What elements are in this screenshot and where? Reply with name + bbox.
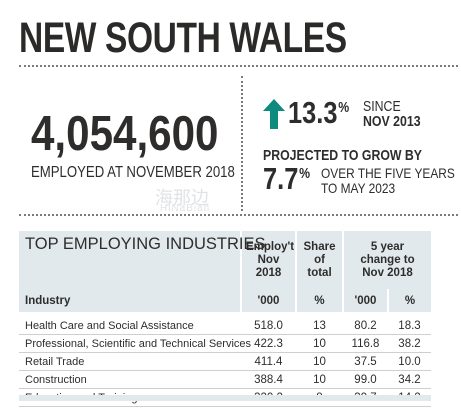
row-change-pct: 10.0	[388, 352, 431, 371]
col-employ-header: Employ't Nov 2018	[240, 231, 296, 289]
employed-caption: EMPLOYED AT NOVEMBER 2018	[31, 164, 235, 181]
row-industry: Health Care and Social Assistance	[19, 317, 241, 335]
growth-since-number: 13.3	[288, 95, 338, 130]
table-row: Retail Trade 411.4 10 37.5 10.0	[19, 352, 431, 371]
up-arrow-icon	[263, 99, 285, 129]
growth-since-unit: %	[338, 99, 350, 116]
row-industry: Construction	[19, 370, 241, 389]
employed-count: 4,054,600	[31, 107, 219, 161]
growth-since-label: SINCE NOV 2013	[363, 100, 421, 130]
top-divider	[19, 65, 458, 67]
growth-since-value: 13.3%	[288, 95, 349, 131]
col-share-header: Share of total	[295, 231, 343, 289]
projection-label-line2: TO MAY 2023	[321, 179, 396, 196]
row-employ: 422.3	[241, 334, 296, 353]
vertical-divider	[241, 76, 243, 211]
row-employ: 518.0	[241, 317, 296, 335]
watermark-subtext: HiNaBian	[160, 203, 211, 214]
sub-industry: Industry	[19, 289, 241, 312]
sub-change-pct: %	[387, 289, 431, 312]
table-row: Construction 388.4 10 99.0 34.2	[19, 370, 431, 389]
row-change-k: 99.0	[343, 370, 388, 389]
growth-since-label-line2: NOV 2013	[363, 114, 421, 130]
industries-table: TOP EMPLOYING INDUSTRIES Employ't Nov 20…	[19, 231, 431, 407]
table-subheader-row: Industry '000 % '000 %	[19, 289, 431, 312]
row-change-pct: 38.2	[388, 334, 431, 353]
row-share: 10	[296, 334, 343, 353]
projection-label-line1: OVER THE FIVE YEARS	[321, 165, 455, 181]
row-change-k: 37.5	[343, 352, 388, 371]
row-change-k: 116.8	[343, 334, 388, 353]
row-industry: Retail Trade	[19, 352, 241, 371]
projection-number: 7.7	[263, 161, 299, 196]
row-change-pct: 18.3	[388, 317, 431, 335]
sub-employ: '000	[240, 289, 296, 312]
table-row: Health Care and Social Assistance 518.0 …	[19, 317, 431, 335]
row-change-pct: 34.2	[388, 370, 431, 389]
table-row: Professional, Scientific and Technical S…	[19, 334, 431, 353]
table-footer-bar	[19, 395, 431, 401]
middle-divider	[19, 214, 458, 216]
row-change-k: 80.2	[343, 317, 388, 335]
row-employ: 411.4	[241, 352, 296, 371]
page-title: NEW SOUTH WALES	[19, 14, 347, 62]
projection-value: 7.7%	[263, 161, 310, 197]
sub-change-k: '000	[342, 289, 388, 312]
row-share: 10	[296, 352, 343, 371]
table-header-row: TOP EMPLOYING INDUSTRIES Employ't Nov 20…	[19, 231, 431, 289]
projection-heading: PROJECTED TO GROW BY	[263, 147, 423, 164]
row-share: 10	[296, 370, 343, 389]
row-share: 13	[296, 317, 343, 335]
projection-label: OVER THE FIVE YEARS TO MAY 2023	[321, 166, 455, 195]
projection-unit: %	[299, 165, 311, 182]
growth-since-label-line1: SINCE	[363, 99, 401, 115]
sub-share: %	[295, 289, 343, 312]
col-change-header: 5 year change to Nov 2018	[342, 231, 431, 289]
watermark-logo: 海那边	[155, 188, 209, 208]
row-employ: 388.4	[241, 370, 296, 389]
table-title: TOP EMPLOYING INDUSTRIES	[19, 231, 266, 289]
row-industry: Professional, Scientific and Technical S…	[19, 334, 251, 353]
